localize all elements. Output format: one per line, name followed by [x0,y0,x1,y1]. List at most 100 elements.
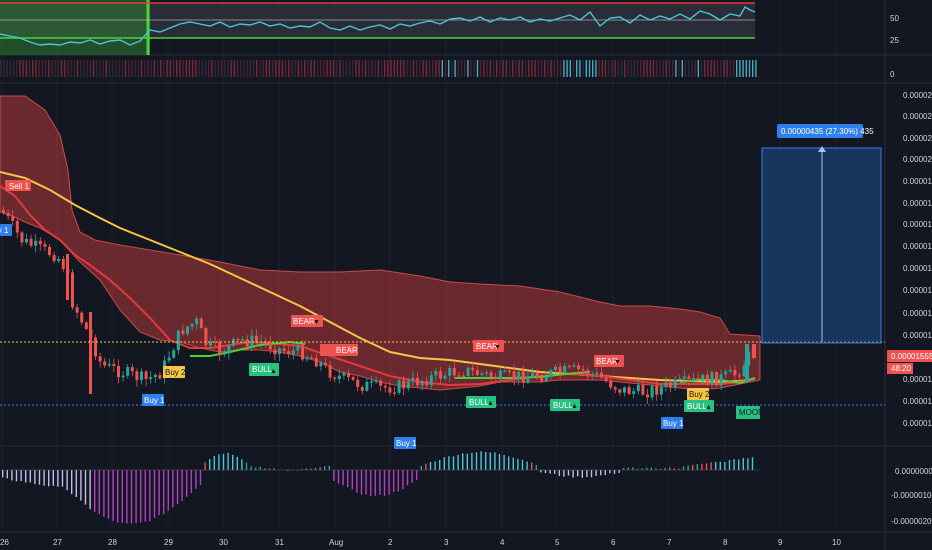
histogram-bar [650,467,652,470]
candle [153,374,157,378]
volume-bar [105,60,107,77]
volume-bar [700,60,703,77]
volume-bar [12,60,15,77]
candle [75,307,79,313]
candle [531,372,534,377]
histogram-bar [98,470,100,515]
volume-bar [44,60,47,77]
signal-bear[interactable]: BEAR ▼ [473,340,504,352]
volume-bar [153,60,155,77]
histogram-bar [365,470,367,495]
candle [107,363,111,366]
candle [752,344,756,358]
histogram-bar [673,468,675,470]
signal-bear[interactable]: BEAR ▼ [594,355,624,367]
signal-bull[interactable]: BULL ▲ [684,400,714,412]
signal-label: BULL [469,398,490,407]
volume-bar [99,60,101,77]
candle [287,351,291,355]
signal-bear[interactable]: BEAR ▼ [291,315,323,327]
candle [342,373,346,376]
volume-bar [400,60,402,77]
moving-average-yellow [0,171,756,384]
volume-bar [534,60,536,77]
volume-bar [25,60,27,77]
histogram-bar [374,470,376,496]
volume-bar [457,60,459,77]
signal-buy-1[interactable]: Buy 1 [142,394,165,406]
time-tick: 10 [832,538,841,547]
histogram-bar [678,468,680,470]
signal-bull[interactable]: BULL ▲ [550,399,580,411]
histogram-bar [140,470,142,523]
signal-bull[interactable]: BULL ▲ [249,363,279,376]
volume-bar [560,60,562,77]
candle [567,365,571,368]
volume-bar [278,60,280,77]
volume-bar [192,60,194,77]
histogram-bar [554,470,556,474]
histogram-bar [61,470,64,487]
volume-bar [668,60,671,77]
arrow-up-icon [818,146,826,152]
signal-buy-2-right[interactable]: Buy 2 [687,388,710,400]
oscillator-axis[interactable]: 0.00000000 -0.00000100 -0.00000200 [891,467,932,526]
volume-bar [57,60,59,77]
candle [623,387,626,393]
price-axis[interactable]: 0.00002150 0.00002100 0.00002050 0.00002… [887,91,932,428]
time-axis[interactable]: 26 27 28 29 30 31 Aug 2 3 4 5 6 7 8 9 10 [0,538,841,547]
candle [411,377,415,381]
signal-label: Buy 2 [689,390,710,399]
volume-bar [601,60,603,77]
histogram-bar [742,458,744,470]
volume-bar [252,60,255,77]
candle [236,338,240,341]
volume-bar [713,60,715,77]
volume-bar [0,60,2,77]
histogram-bar [687,465,689,470]
volume-bar [131,60,133,77]
volume-bar [233,60,235,77]
bull-icon: ▲ [487,400,494,407]
volume-bar [422,60,424,77]
signal-buy-1-bottom[interactable]: Buy 1 [394,437,417,449]
signal-moon[interactable]: MOON [736,406,764,419]
signal-buy-2[interactable]: Buy 2 [163,366,186,378]
volume-bar [627,60,629,77]
histogram-bar [337,470,340,484]
volume-bar [236,60,239,77]
histogram-bar [379,470,381,495]
candle [84,322,88,329]
candle [724,371,728,375]
price-tick: 0.00001600 [903,331,932,340]
histogram-bar [153,470,156,518]
signal-sell-1[interactable]: Sell 1 [5,180,31,191]
candle [278,348,281,355]
signal-label: BULL [252,365,273,374]
candle [273,349,277,355]
histogram-bar [75,470,77,498]
histogram-bar [526,461,528,470]
histogram-bar [558,470,560,476]
volume-bar [448,60,450,77]
signal-bear[interactable]: BEAR [320,344,358,356]
volume-bar [60,60,63,77]
volume-bar [611,60,613,77]
volume-bar [291,60,293,77]
candle [255,335,258,342]
volume-bar [745,60,747,77]
volume-bar [297,60,299,77]
volume-bar [259,60,261,77]
volume-bar [249,60,251,77]
signal-bull[interactable]: BULL ▲ [466,396,496,408]
time-tick: 4 [500,538,505,547]
signal-buy-1-left[interactable]: Buy 1 [0,224,12,236]
candle [420,381,424,386]
histogram-bar [176,470,179,505]
volume-bar [720,60,722,77]
volume-bar [704,60,706,77]
histogram-bar [733,459,735,470]
histogram-bar [112,470,114,521]
signal-buy-1-right[interactable]: Buy 1 [661,417,684,429]
